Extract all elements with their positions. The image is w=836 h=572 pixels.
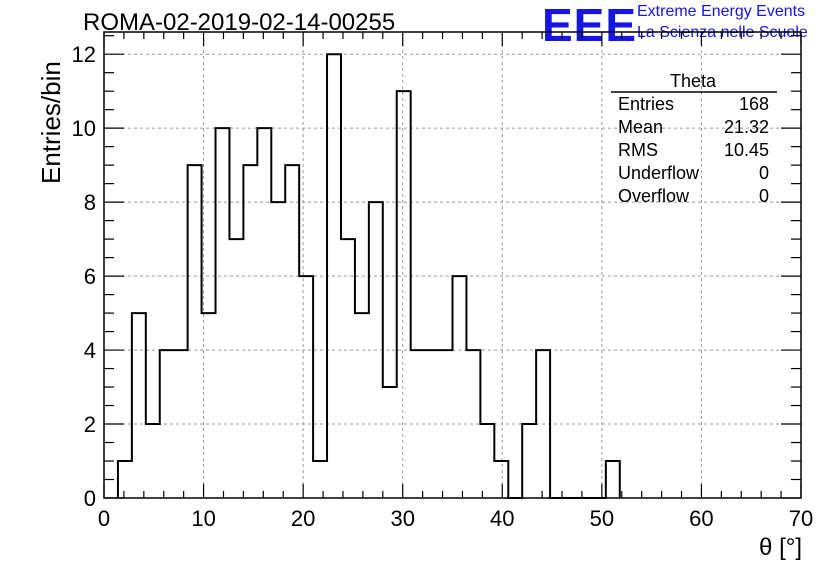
stats-label: Mean [618, 117, 663, 137]
histogram-bin [341, 239, 355, 498]
histogram-bin [132, 313, 146, 498]
histogram-bin [383, 387, 397, 498]
x-tick-label: 10 [191, 506, 215, 531]
x-tick-label: 50 [590, 506, 614, 531]
histogram-bin [453, 276, 467, 498]
histogram-outline [116, 53, 621, 499]
histogram-bin [174, 350, 188, 498]
grid-lines [104, 32, 801, 498]
x-tick-label: 60 [689, 506, 713, 531]
histogram-bin [118, 461, 132, 498]
histogram-bin [606, 461, 620, 498]
stats-value: 168 [739, 94, 769, 114]
histogram-bin [480, 424, 494, 498]
eee-logo: EEE [542, 0, 638, 51]
histogram-bin [257, 128, 271, 498]
stats-label: Underflow [618, 163, 700, 183]
stats-box: Theta Entries 168 Mean 21.32 RMS 10.45 Underfl… [611, 71, 777, 206]
x-tick-label: 30 [390, 506, 414, 531]
histogram-bin [188, 165, 202, 498]
stats-title: Theta [670, 71, 717, 91]
brand-line-1: Extreme Energy Events [637, 3, 806, 20]
y-tick-label: 10 [72, 116, 96, 141]
histogram-bars [116, 53, 621, 499]
histogram-bin [522, 424, 536, 498]
histogram-bin [285, 165, 299, 498]
histogram-bin [355, 313, 369, 498]
stats-value: 0 [759, 186, 769, 206]
x-tick-label: 20 [291, 506, 315, 531]
axis-ticks: 0 10 20 30 40 50 60 70 0 2 4 6 8 10 12 [72, 32, 813, 531]
y-tick-label: 6 [84, 264, 96, 289]
y-tick-label: 8 [84, 190, 96, 215]
stats-label: Overflow [618, 186, 690, 206]
y-tick-label: 12 [72, 42, 96, 67]
stats-value: 0 [759, 163, 769, 183]
stats-value: 10.45 [724, 140, 769, 160]
stats-label: RMS [618, 140, 658, 160]
x-tick-label: 0 [98, 506, 110, 531]
x-tick-label: 40 [490, 506, 514, 531]
histogram-bin [243, 165, 257, 498]
y-tick-label: 0 [84, 486, 96, 511]
y-tick-label: 4 [84, 338, 96, 363]
y-tick-label: 2 [84, 412, 96, 437]
histogram-bin [146, 424, 160, 498]
stats-value: 21.32 [724, 117, 769, 137]
histogram-bin [216, 128, 230, 498]
histogram-bin [229, 239, 243, 498]
histogram-bin [494, 461, 508, 498]
stats-label: Entries [618, 94, 674, 114]
histogram-bin [397, 91, 411, 498]
histogram-bin [299, 276, 313, 498]
histogram-bin [313, 461, 327, 498]
x-tick-label: 70 [789, 506, 813, 531]
x-axis-label: θ [°] [759, 534, 802, 561]
plot-frame [103, 31, 802, 499]
